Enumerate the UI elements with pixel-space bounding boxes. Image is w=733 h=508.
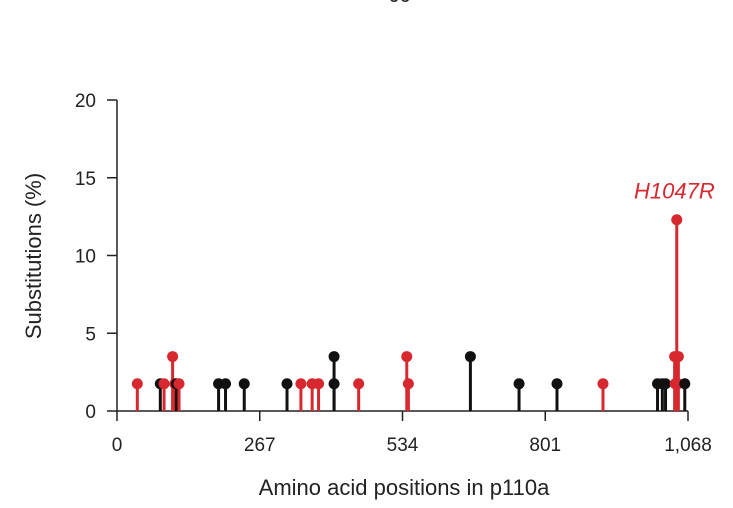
lollipop-point bbox=[328, 351, 340, 363]
lollipop-point bbox=[238, 378, 250, 390]
x-axis-label: Amino acid positions in p110a bbox=[259, 475, 550, 500]
lollipop-point bbox=[328, 378, 340, 390]
lollipop-point bbox=[353, 378, 365, 390]
x-tick-label: 1,068 bbox=[664, 435, 712, 456]
annotations: H1047R bbox=[634, 179, 715, 204]
x-tick-label: 267 bbox=[244, 435, 276, 456]
lollipop-point bbox=[597, 378, 609, 390]
mutation-annotation: H1047R bbox=[634, 179, 715, 204]
lollipop-point bbox=[513, 378, 525, 390]
x-ticks: 0 267 534 801 1,068 bbox=[112, 411, 712, 456]
lollipop-point bbox=[551, 378, 563, 390]
lollipop-point bbox=[464, 351, 476, 363]
x-tick-label: 534 bbox=[387, 435, 419, 456]
lollipop-point bbox=[281, 378, 293, 390]
top-cropped-text: 99 bbox=[389, 0, 411, 7]
y-tick-label: 0 bbox=[85, 402, 96, 423]
lollipop-point bbox=[131, 378, 143, 390]
lollipop-point bbox=[295, 378, 307, 390]
lollipop-point bbox=[401, 351, 413, 363]
lollipop-point bbox=[173, 378, 185, 390]
lollipop-point bbox=[220, 378, 232, 390]
y-tick-label: 20 bbox=[75, 91, 96, 112]
y-tick-label: 15 bbox=[75, 169, 96, 190]
lollipop-point bbox=[313, 378, 325, 390]
lollipop-point bbox=[672, 351, 684, 363]
axes: 0 5 10 15 20 0 267 534 801 1,068 bbox=[75, 91, 712, 456]
lollipop-point bbox=[167, 351, 179, 363]
lollipop-point bbox=[660, 378, 672, 390]
y-tick-label: 10 bbox=[75, 247, 96, 268]
lollipop-point bbox=[671, 214, 683, 226]
y-axis-label: Substitutions (%) bbox=[21, 173, 46, 339]
dots bbox=[131, 214, 691, 390]
x-tick-label: 0 bbox=[112, 435, 123, 456]
y-ticks: 0 5 10 15 20 bbox=[75, 91, 117, 423]
lollipop-point bbox=[402, 378, 414, 390]
lollipop-point bbox=[158, 378, 170, 390]
y-tick-label: 5 bbox=[85, 324, 96, 345]
x-tick-label: 801 bbox=[529, 435, 561, 456]
lollipop-point bbox=[679, 378, 691, 390]
